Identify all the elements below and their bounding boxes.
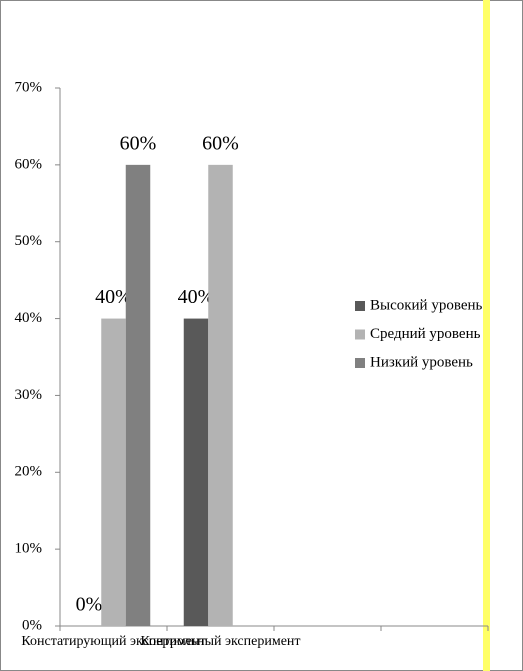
legend-label: Низкий уровень [370,354,473,370]
bar [101,318,126,626]
data-label: 40% [95,286,132,308]
data-label: 60% [202,132,239,154]
y-tick-label: 20% [15,464,43,480]
data-label: 60% [120,132,157,154]
bar [183,318,209,626]
data-label: 0% [76,594,103,616]
x-tick-label: Констатирующий эксперимент [21,634,205,649]
y-tick-label: 40% [15,310,43,326]
data-label: 40% [178,286,215,308]
y-tick-label: 60% [15,156,43,172]
legend-swatch [355,301,365,311]
x-tick-label: Контрольный эксперимент [140,634,300,649]
y-tick-label: 10% [15,541,43,557]
y-tick-label: 30% [15,387,43,403]
y-tick-label: 0% [22,617,42,633]
highlight-strip [483,0,490,671]
y-tick-label: 70% [15,79,43,95]
legend-label: Высокий уровень [370,297,483,313]
bar [125,164,151,626]
bar [208,164,233,626]
legend-swatch [355,329,365,340]
legend-swatch [355,358,365,368]
y-tick-label: 50% [15,233,43,249]
legend-label: Средний уровень [370,326,481,342]
